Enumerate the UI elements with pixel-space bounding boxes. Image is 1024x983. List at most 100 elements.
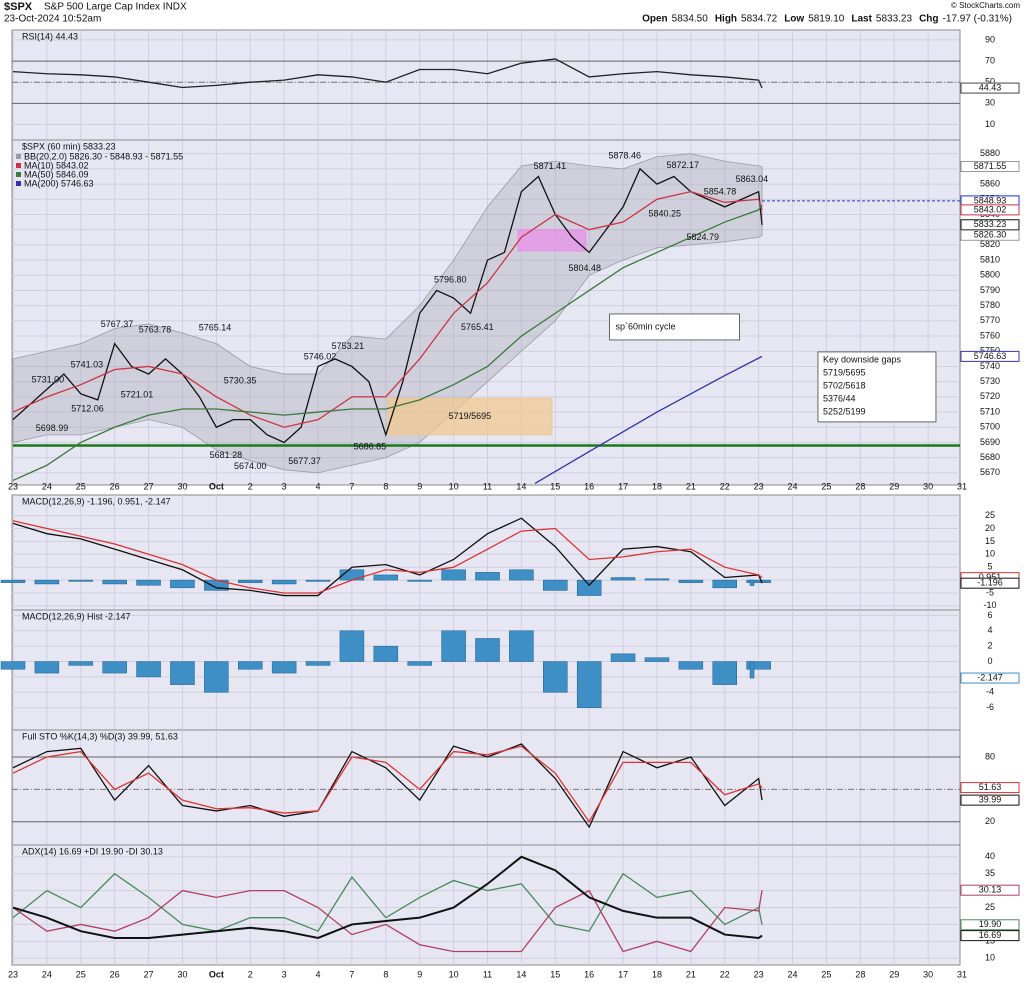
date-label: 14 <box>516 481 526 491</box>
price-annotation: 5796.80 <box>434 275 467 285</box>
date-label: 23 <box>754 481 764 491</box>
last-value-label: 5871.55 <box>974 161 1007 171</box>
timestamp: 23-Oct-2024 10:52am <box>4 14 101 25</box>
hist-bar <box>644 578 670 581</box>
hist-bar <box>170 661 195 685</box>
y-tick-label: 50 <box>985 77 995 87</box>
panel-title: RSI(14) 44.43 <box>22 31 78 41</box>
price-annotation: 5824.79 <box>686 232 719 242</box>
hist-bar <box>204 661 229 693</box>
price-annotation: 5753.21 <box>332 341 365 351</box>
series-line <box>12 167 763 444</box>
y-tick-label: 2 <box>987 641 992 651</box>
y-tick-label: 5780 <box>980 300 1000 310</box>
y-tick-label: 5670 <box>980 467 1000 477</box>
price-annotation: 5767.37 <box>101 319 134 329</box>
hist-bar <box>238 579 263 583</box>
y-tick-label: 10 <box>985 119 995 129</box>
last-value-label: 19.90 <box>979 919 1002 929</box>
last-value-label: 0.951 <box>979 572 1002 582</box>
series-line <box>12 520 763 594</box>
legend-swatch <box>16 163 21 168</box>
panel <box>11 844 961 966</box>
panel <box>11 494 961 611</box>
y-tick-label: 5770 <box>980 315 1000 325</box>
y-tick-label: 5690 <box>980 437 1000 447</box>
y-tick-label: 5860 <box>980 178 1000 188</box>
last-value-box <box>960 577 1020 589</box>
hist-bar <box>678 661 704 670</box>
quote-label: Last <box>851 14 872 25</box>
y-tick-label: 5700 <box>980 422 1000 432</box>
date-label: 2 <box>248 969 253 979</box>
price-annotation: 5872.17 <box>666 160 699 170</box>
price-annotation: 5871.41 <box>534 161 567 171</box>
series-line <box>12 745 763 823</box>
last-value-box <box>960 672 1020 684</box>
y-tick-label: 4 <box>987 625 992 635</box>
note-text: sp`60min cycle <box>616 321 676 331</box>
gap-label: 5719/5695 <box>449 411 492 421</box>
hist-bar <box>68 579 94 582</box>
date-label: 26 <box>110 481 120 491</box>
y-tick-label: 10 <box>985 953 995 963</box>
y-tick-label: 5720 <box>980 391 1000 401</box>
price-annotation: 5731.00 <box>32 375 65 385</box>
price-annotation: 5677.37 <box>288 456 321 466</box>
legend-swatch <box>16 154 21 159</box>
hist-bar <box>576 579 602 596</box>
legend-entry: BB(20,2.0) 5826.30 - 5848.93 - 5871.55 <box>24 151 183 161</box>
hist-bar <box>543 661 568 693</box>
y-tick-label: 5750 <box>980 346 1000 356</box>
hist-bar <box>102 579 127 585</box>
note-line: 5376/44 <box>823 393 856 403</box>
y-tick-label: -10 <box>983 600 996 610</box>
price-annotation: 5840.25 <box>648 208 681 218</box>
last-value-box <box>960 229 1020 241</box>
date-label: 29 <box>889 969 899 979</box>
quote-value: 5833.23 <box>876 14 913 25</box>
hist-bar <box>509 569 534 581</box>
hist-bar <box>678 579 704 583</box>
hist-bar <box>102 661 127 674</box>
y-tick-label: 5730 <box>980 376 1000 386</box>
date-label: 25 <box>821 481 831 491</box>
date-label: 23 <box>8 969 18 979</box>
date-label: 26 <box>110 969 120 979</box>
y-tick-label: 25 <box>985 510 995 520</box>
last-value-label: 5826.30 <box>974 230 1007 240</box>
legend-swatch <box>16 172 21 177</box>
date-label: 29 <box>889 481 899 491</box>
date-label: 10 <box>449 969 459 979</box>
date-label: 8 <box>383 969 388 979</box>
price-annotation: 5674.00 <box>234 461 267 471</box>
legend-swatch <box>16 181 21 186</box>
last-value-box <box>960 219 1020 231</box>
y-tick-label: 20 <box>985 523 995 533</box>
hist-bar <box>576 661 602 708</box>
panel-title: $SPX (60 min) 5833.23 <box>22 141 116 151</box>
date-label: 8 <box>383 481 388 491</box>
last-value-box <box>960 919 1020 931</box>
date-label: 30 <box>923 481 933 491</box>
hist-bar <box>610 577 636 581</box>
quote-value: 5834.50 <box>672 14 709 25</box>
note-box <box>817 351 937 423</box>
y-tick-label: 5710 <box>980 406 1000 416</box>
price-annotation: 5686.85 <box>354 442 387 452</box>
hist-bar <box>34 579 60 585</box>
last-value-label: 30.13 <box>979 885 1002 895</box>
date-label: 2 <box>248 481 253 491</box>
y-tick-label: -5 <box>986 587 994 597</box>
hist-bar <box>271 661 297 674</box>
date-label: 23 <box>754 969 764 979</box>
y-tick-label: -6 <box>986 702 994 712</box>
date-label: 14 <box>516 969 526 979</box>
date-label: 17 <box>618 481 628 491</box>
last-value-box <box>960 794 1020 806</box>
hist-bar <box>0 661 26 670</box>
y-tick-label: 5790 <box>980 285 1000 295</box>
hist-bar <box>441 569 466 581</box>
date-label: 3 <box>282 481 287 491</box>
last-value-box <box>960 930 1020 942</box>
